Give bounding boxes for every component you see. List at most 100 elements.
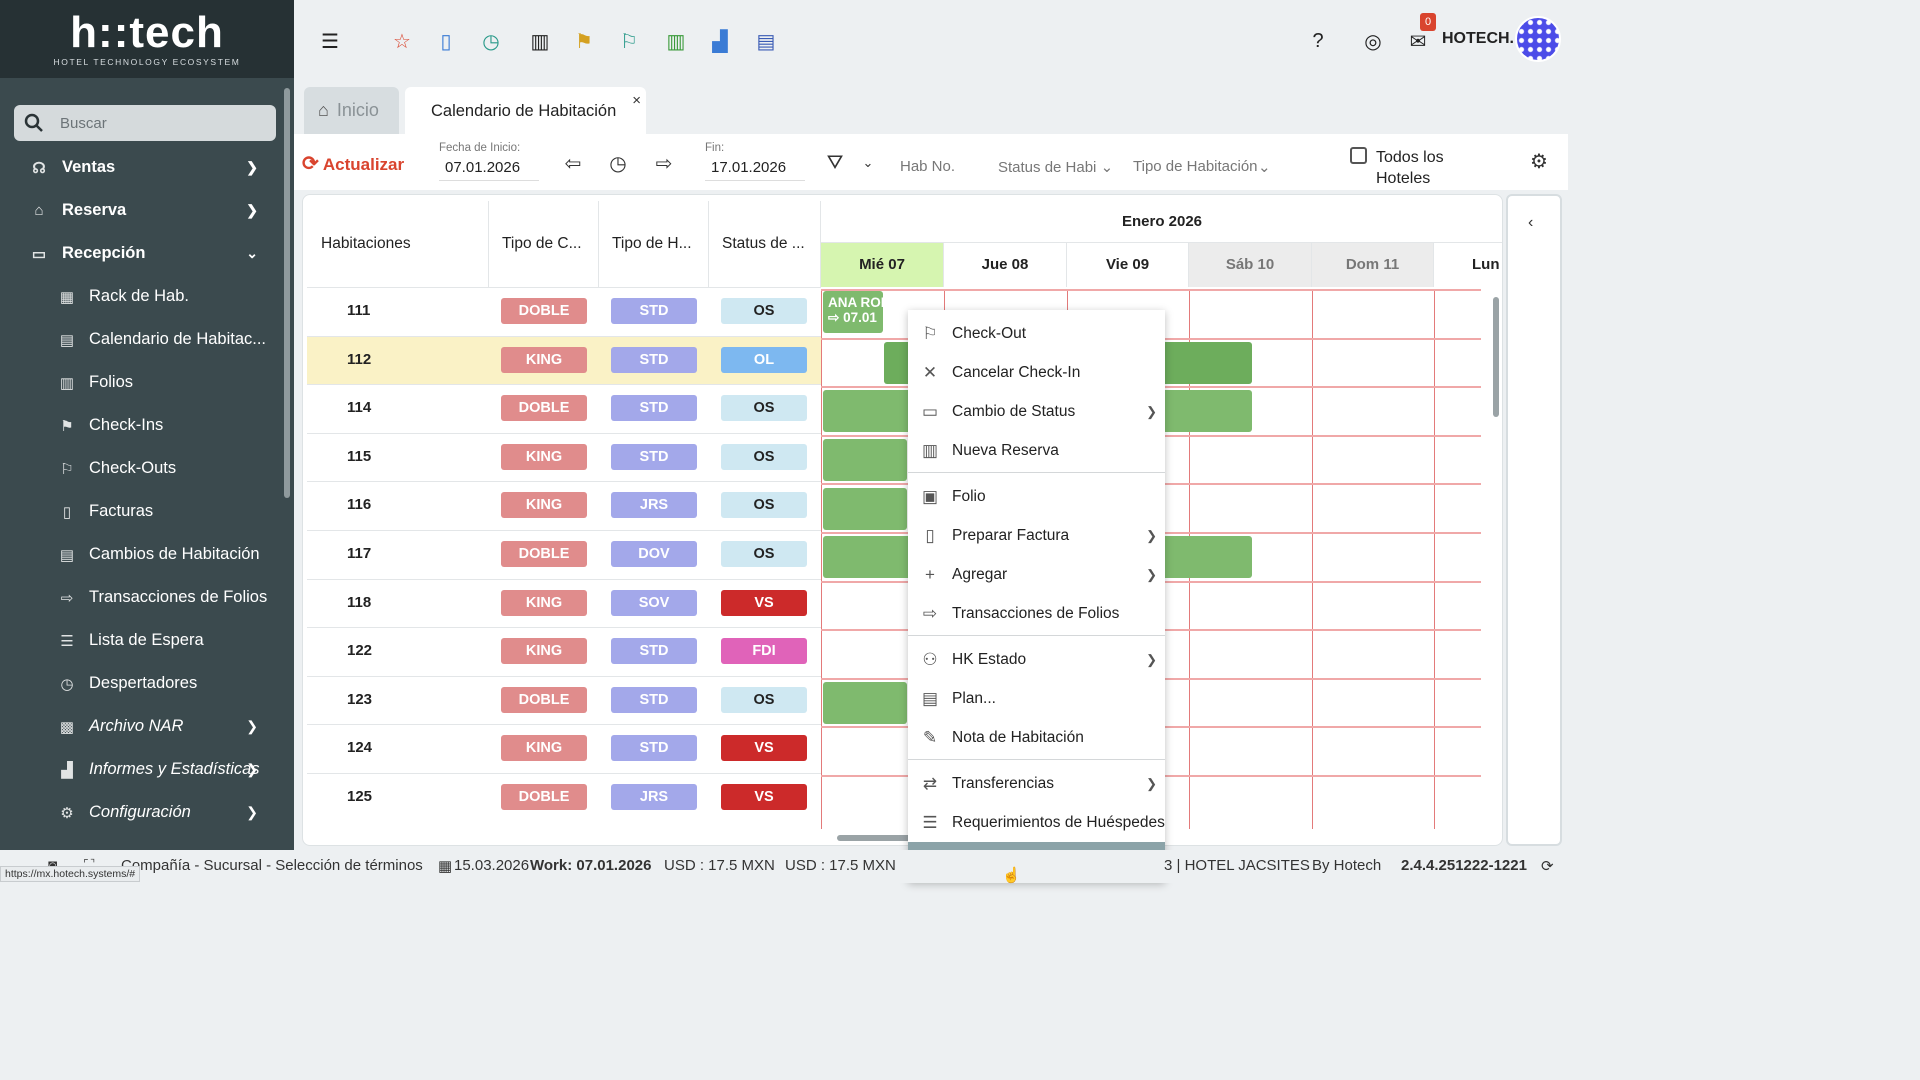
column-header-bed-type[interactable]: Tipo de C... (489, 201, 599, 287)
sidebar-item-checkins[interactable]: ⚑ Check-Ins (0, 404, 284, 447)
sync-icon[interactable]: ⟳ (1541, 858, 1554, 875)
menu-icon[interactable]: ☰ (321, 30, 339, 53)
sidebar-item-informes[interactable]: ▟ Informes y Estadísticas ❯ (0, 748, 284, 791)
sidebar-item-cambios[interactable]: ▤ Cambios de Habitación (0, 533, 284, 576)
room-number-input[interactable]: Hab No. (900, 158, 956, 175)
chevron-down-icon[interactable]: ⌄ (862, 155, 874, 170)
end-date-field[interactable]: Fin: 17.01.2026 (705, 142, 805, 181)
camera-icon[interactable]: ◙ (48, 857, 57, 874)
sidebar-item-ventas[interactable]: ☊ Ventas ❯ (0, 146, 284, 189)
mail-icon[interactable]: ✉ (1409, 30, 1427, 53)
calendar-vertical-scrollbar[interactable] (1493, 297, 1499, 417)
open-book-icon[interactable]: ▥ (530, 30, 550, 53)
start-date-field[interactable]: Fecha de Inicio: 07.01.2026 (439, 142, 539, 181)
menu-item[interactable]: ▯ Preparar Factura ❯ (908, 516, 1165, 555)
table-row[interactable]: 125 DOBLE JRS VS (307, 773, 821, 821)
table-row[interactable]: 116 KING JRS OS (307, 481, 821, 529)
book-icon[interactable]: ▥ (666, 30, 686, 53)
menu-item[interactable]: ⚐ Check-Out (908, 314, 1165, 353)
sidebar-item-facturas[interactable]: ▯ Facturas (0, 490, 284, 533)
menu-item[interactable]: + Agregar ❯ (908, 555, 1165, 594)
filter-icon[interactable]: ⛛ (826, 151, 844, 174)
reservation-block[interactable] (823, 439, 907, 481)
table-row[interactable]: 117 DOBLE DOV OS (307, 530, 821, 578)
calendar-day[interactable]: Dom 11 (1312, 243, 1434, 287)
menu-item[interactable]: ⚇ HK Estado ❯ (908, 640, 1165, 679)
sidebar-item-configuracion[interactable]: ⚙ Configuración ❯ (0, 791, 284, 834)
calendar-horizontal-scrollbar[interactable] (837, 835, 917, 841)
sidebar-item-reserva[interactable]: ⌂ Reserva ❯ (0, 189, 284, 232)
calendar-day[interactable]: Lun (1434, 243, 1502, 287)
tab-calendario[interactable]: Calendario de Habitación × (405, 87, 646, 134)
user-name[interactable]: HOTECH. (1442, 30, 1514, 47)
all-hotels-checkbox[interactable] (1350, 147, 1367, 164)
chevron-left-icon[interactable]: ‹ (1528, 214, 1534, 231)
table-row[interactable]: 124 KING STD VS (307, 724, 821, 772)
arrow-left-icon[interactable]: ⇦ (564, 152, 582, 175)
calendar-day[interactable]: Vie 09 (1067, 243, 1189, 287)
search-input[interactable]: Buscar (14, 105, 276, 141)
sidebar-item-folios[interactable]: ▥ Folios (0, 361, 284, 404)
menu-item[interactable]: ⇄ Transferencias ❯ (908, 764, 1165, 803)
start-date-value[interactable]: 07.01.2026 (439, 159, 539, 181)
fullscreen-icon[interactable]: ⛶ (84, 857, 95, 874)
refresh-button[interactable]: ⟳ Actualizar (302, 151, 404, 176)
reservation-block[interactable]: ANA ROD⇨ 07.01 (823, 291, 883, 333)
reservation-block[interactable] (823, 682, 907, 724)
menu-item[interactable]: ✎ Nota de Habitación (908, 718, 1165, 757)
table-row[interactable]: 118 KING SOV VS (307, 578, 821, 627)
avatar[interactable] (1515, 16, 1561, 62)
menu-item[interactable]: ▤ Plan... (908, 679, 1165, 718)
sidebar-item-checkouts[interactable]: ⚐ Check-Outs (0, 447, 284, 490)
note-icon: ✎ (922, 727, 938, 747)
column-header-rooms[interactable]: Habitaciones (307, 201, 489, 287)
chevron-down-icon[interactable]: ⌄ (1258, 159, 1271, 176)
sidebar-item-transacciones[interactable]: ⇨ Transacciones de Folios (0, 576, 284, 619)
menu-item[interactable]: ▥ Nueva Reserva (908, 431, 1165, 470)
reservation-block[interactable] (823, 488, 907, 530)
bed-calendar-icon[interactable]: ▤ (756, 30, 776, 53)
room-type-select[interactable]: Tipo de Habitación (1133, 158, 1259, 175)
column-header-status[interactable]: Status de ... (709, 201, 821, 287)
stopwatch-icon[interactable]: ◷ (482, 30, 500, 53)
clock-icon[interactable]: ◷ (609, 152, 627, 175)
menu-item[interactable]: ▣ Folio (908, 477, 1165, 516)
sidebar-item-nar[interactable]: ▩ Archivo NAR ❯ (0, 705, 284, 748)
table-row[interactable]: 112 KING STD OL (307, 335, 821, 384)
sidebar-item-despertadores[interactable]: ◷ Despertadores (0, 662, 284, 705)
end-date-value[interactable]: 17.01.2026 (705, 159, 805, 181)
column-header-room-type[interactable]: Tipo de H... (599, 201, 709, 287)
sidebar-item-rack[interactable]: ▦ Rack de Hab. (0, 275, 284, 318)
sidebar-item-calendario[interactable]: ▤ Calendario de Habitac... (0, 318, 284, 361)
close-icon[interactable]: × (632, 92, 641, 109)
gear-icon[interactable]: ⚙ (1530, 150, 1548, 173)
room-status-select[interactable]: Status de Habi ⌄ (998, 159, 1112, 176)
calendar-day[interactable]: Sáb 10 (1189, 243, 1312, 287)
tab-inicio[interactable]: ⌂ Inicio (304, 87, 399, 134)
support-icon[interactable]: ◎ (1364, 30, 1382, 53)
table-row[interactable]: 111 DOBLE STD OS (307, 287, 821, 335)
walk-out-icon[interactable]: ⚐ (620, 30, 638, 53)
menu-item[interactable]: ✕ Cancelar Check-In (908, 353, 1165, 392)
table-row[interactable]: 115 KING STD OS (307, 432, 821, 481)
sidebar-item-espera[interactable]: ☰ Lista de Espera (0, 619, 284, 662)
help-icon[interactable]: ? (1312, 29, 1324, 52)
menu-item[interactable]: ☰ Requerimientos de Huéspedes (908, 803, 1165, 842)
company-selection[interactable]: Compañía - Sucursal - Selección de térmi… (121, 857, 423, 874)
menu-item[interactable]: ▭ Cambio de Status ❯ (908, 392, 1165, 431)
hotech-logo[interactable]: h::tech HOTEL TECHNOLOGY ECOSYSTEM (0, 0, 294, 78)
menu-item[interactable]: ⇨ Transacciones de Folios (908, 594, 1165, 633)
sidebar-item-recepcion[interactable]: ▭ Recepción ⌄ (0, 232, 284, 275)
menu-item-label: Preparar Factura (952, 526, 1070, 544)
chart-icon[interactable]: ▟ (712, 30, 728, 53)
star-icon[interactable]: ☆ (393, 30, 411, 53)
arrow-right-icon[interactable]: ⇨ (655, 152, 673, 175)
table-row[interactable]: 114 DOBLE STD OS (307, 384, 821, 432)
walk-in-icon[interactable]: ⚑ (575, 30, 593, 53)
sidebar-scrollbar[interactable] (284, 88, 290, 498)
table-row[interactable]: 123 DOBLE STD OS (307, 675, 821, 724)
calendar-day[interactable]: Mié 07 (821, 243, 944, 287)
calendar-day[interactable]: Jue 08 (944, 243, 1067, 287)
document-icon[interactable]: ▯ (440, 30, 452, 53)
table-row[interactable]: 122 KING STD FDI (307, 627, 821, 675)
